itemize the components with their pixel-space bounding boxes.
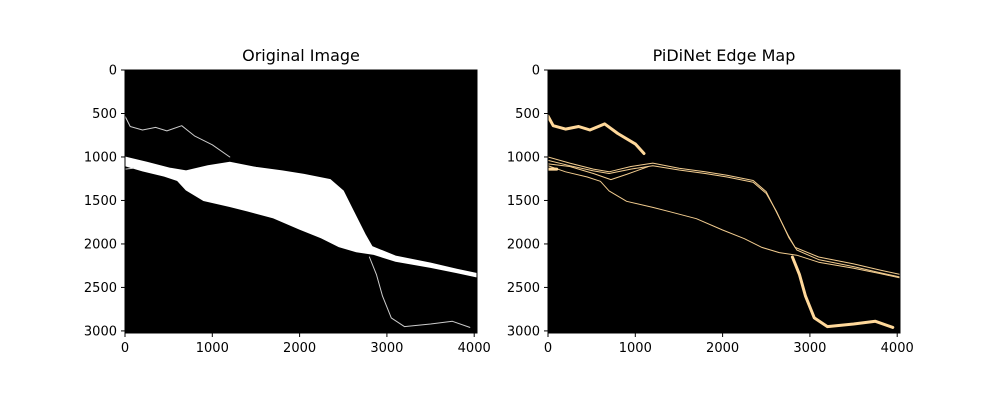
y-tick-label: 2000 [507,237,540,252]
y-tick-label: 1500 [84,194,117,209]
y-axis: 0 500 1000 1500 2000 2500 3000 [507,64,548,339]
x-axis: 0 1000 2000 3000 4000 [544,333,914,356]
edge-line [125,167,135,170]
edge-line [368,256,471,328]
bright-region [125,156,477,278]
original-image-panel: Original Image 0 1000 2000 3000 4000 0 500 100… [84,46,491,356]
y-tick-label: 1000 [84,150,117,165]
x-tick-label: 3000 [793,341,826,356]
y-tick-label: 3000 [84,324,117,339]
y-tick-label: 0 [532,64,540,79]
x-tick-label: 2000 [283,341,316,356]
y-tick-label: 1000 [507,150,540,165]
y-tick-label: 500 [515,107,540,122]
edge-map-panel: PiDiNet Edge Map 0 1000 2000 3000 4000 0 500 1… [507,46,914,356]
edge-line [548,156,900,275]
x-tick-label: 4000 [458,341,491,356]
x-tick-label: 2000 [706,341,739,356]
x-tick-label: 0 [121,341,129,356]
image-background [548,70,900,333]
x-tick-label: 3000 [370,341,403,356]
y-tick-label: 2500 [507,281,540,296]
x-tick-label: 0 [544,341,552,356]
edge-line [125,115,231,158]
y-tick-label: 3000 [507,324,540,339]
image-content [125,115,477,328]
edge-line [548,163,649,181]
y-tick-label: 0 [109,64,117,79]
edge-line [548,165,900,279]
edge-line [790,255,895,329]
y-tick-label: 1500 [507,194,540,209]
plot-frame [547,69,901,334]
x-axis: 0 1000 2000 3000 4000 [121,333,491,356]
chart-title: Original Image [242,46,360,65]
x-tick-label: 1000 [619,341,652,356]
x-tick-label: 4000 [881,341,914,356]
y-tick-label: 2000 [84,237,117,252]
edge-line [548,159,900,278]
image-content [548,114,900,329]
y-axis: 0 500 1000 1500 2000 2500 3000 [84,64,125,339]
edge-line [548,114,646,155]
plot-frame [124,69,478,334]
x-tick-label: 1000 [196,341,229,356]
y-tick-label: 500 [92,107,117,122]
y-tick-label: 2500 [84,281,117,296]
chart-title: PiDiNet Edge Map [653,46,796,65]
